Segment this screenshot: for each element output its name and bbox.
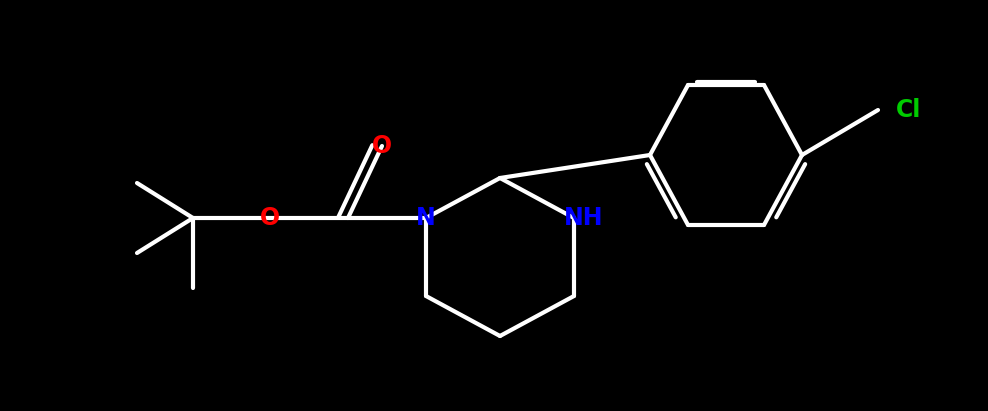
Text: O: O <box>371 134 392 158</box>
Text: O: O <box>260 206 280 230</box>
Text: Cl: Cl <box>896 98 921 122</box>
Text: N: N <box>416 206 436 230</box>
Text: NH: NH <box>564 206 604 230</box>
